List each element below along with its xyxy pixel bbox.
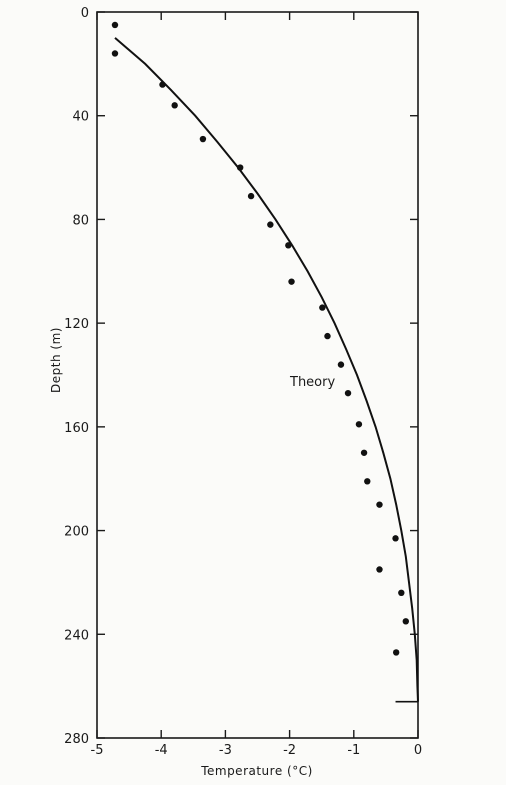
y-axis-title: Depth (m) <box>49 327 63 393</box>
y-tick-label: 160 <box>64 421 89 436</box>
data-point <box>364 478 371 485</box>
x-tick-label: -4 <box>155 743 168 758</box>
data-point <box>171 102 178 109</box>
data-point <box>392 535 399 542</box>
data-point <box>319 304 326 311</box>
data-point <box>111 50 119 57</box>
x-tick-label: -3 <box>219 743 232 758</box>
x-axis-title: Temperature (°C) <box>200 764 313 778</box>
data-point <box>288 278 295 285</box>
data-point <box>376 501 383 508</box>
data-point <box>398 589 405 596</box>
data-point <box>247 192 255 200</box>
y-tick-label: 280 <box>64 732 89 747</box>
x-tick-label: -1 <box>347 743 360 758</box>
x-tick-label: -2 <box>283 743 296 758</box>
data-point <box>392 649 400 656</box>
x-axis-ticks: -5 -4 -3 -2 -1 0 <box>91 12 422 758</box>
y-tick-label: 80 <box>72 213 89 228</box>
x-tick-label: -5 <box>91 743 104 758</box>
y-tick-label: 200 <box>64 525 89 540</box>
plot-frame <box>96 11 419 739</box>
y-axis-ticks: 0 40 80 120 160 200 240 280 <box>64 6 418 747</box>
data-point <box>402 618 410 625</box>
series-layer <box>111 21 419 703</box>
data-point <box>376 566 383 573</box>
y-tick-label: 120 <box>64 317 89 332</box>
x-tick-label: 0 <box>414 743 422 758</box>
data-point <box>159 81 166 88</box>
data-point <box>267 221 274 228</box>
data-point <box>344 389 352 397</box>
data-point <box>337 361 345 368</box>
data-point <box>199 135 207 143</box>
data-point <box>324 332 331 340</box>
data-point <box>236 164 244 171</box>
data-point <box>285 242 292 249</box>
y-tick-label: 240 <box>64 628 89 643</box>
y-tick-label: 40 <box>72 110 89 125</box>
data-point <box>360 449 368 456</box>
theory-annotation: Theory <box>289 375 335 390</box>
data-point <box>111 21 119 29</box>
theory-curve <box>114 37 419 702</box>
y-tick-label: 0 <box>81 6 89 21</box>
data-point <box>355 421 363 428</box>
